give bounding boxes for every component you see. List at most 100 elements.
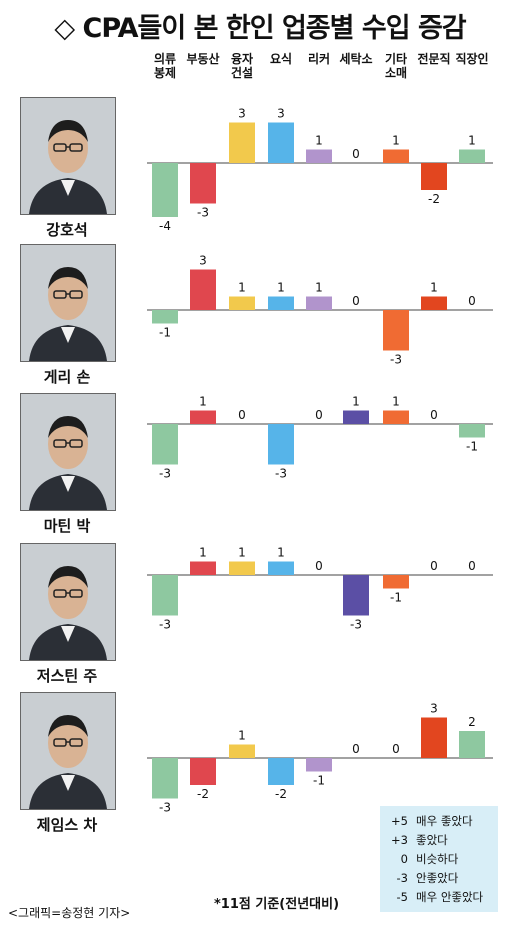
category-header-line: 소매 xyxy=(384,66,408,80)
data-label: 1 xyxy=(199,546,207,560)
legend-entry: -5 매우 안좋았다 xyxy=(386,888,492,907)
person-name: 게리 손 xyxy=(43,368,91,386)
bar xyxy=(190,410,216,424)
category-header-line: 부동산 xyxy=(186,52,220,66)
graphic-credit: <그래픽=송정현 기자> xyxy=(8,906,131,920)
data-label: 0 xyxy=(430,559,438,573)
bar xyxy=(268,424,294,465)
data-label: 0 xyxy=(352,147,360,161)
bar xyxy=(459,149,485,163)
category-header-line: 기타 xyxy=(384,52,408,66)
bar xyxy=(421,296,447,310)
bar xyxy=(190,269,216,310)
data-label: -3 xyxy=(275,467,287,481)
data-label: 1 xyxy=(468,134,476,148)
data-label: -2 xyxy=(197,787,209,801)
data-label: 1 xyxy=(277,546,285,560)
data-label: -4 xyxy=(159,219,171,233)
data-label: -3 xyxy=(159,618,171,632)
legend-entry: -3 안좋았다 xyxy=(386,869,492,888)
category-header: 기타 소매 xyxy=(374,52,418,80)
data-label: 0 xyxy=(238,408,246,422)
data-label: 3 xyxy=(199,254,207,268)
bar xyxy=(229,744,255,758)
bar xyxy=(421,717,447,758)
data-label: 1 xyxy=(315,281,323,295)
data-label: 0 xyxy=(352,742,360,756)
legend-text: 좋았다 xyxy=(416,833,448,847)
data-label: 3 xyxy=(277,107,285,121)
bar xyxy=(268,122,294,163)
legend-entry: +5 매우 좋았다 xyxy=(386,812,492,831)
bar xyxy=(343,410,369,424)
bar xyxy=(229,296,255,310)
data-label: -1 xyxy=(390,591,402,605)
category-header: 요식 xyxy=(259,52,303,66)
category-header-line: 요식 xyxy=(269,52,293,66)
data-label: 1 xyxy=(277,281,285,295)
category-header: 부동산 xyxy=(181,52,225,66)
legend-key: 0 xyxy=(400,852,408,866)
data-label: 0 xyxy=(315,559,323,573)
category-header-line: 건설 xyxy=(230,66,254,80)
data-label: -3 xyxy=(159,467,171,481)
data-label: 1 xyxy=(352,395,360,409)
bar xyxy=(306,296,332,310)
data-label: -3 xyxy=(197,206,209,220)
category-header-line: 전문직 xyxy=(417,52,451,66)
bar xyxy=(190,758,216,785)
person-name: 마틴 박 xyxy=(43,517,91,535)
bar xyxy=(152,310,178,324)
person-name: 강호석 xyxy=(46,221,88,239)
category-header: 의류 봉제 xyxy=(143,52,187,80)
legend-text: 매우 안좋았다 xyxy=(416,890,484,904)
category-header-line: 리커 xyxy=(307,52,331,66)
bar xyxy=(343,575,369,616)
person-photo xyxy=(20,244,116,362)
bar xyxy=(383,410,409,424)
legend-key: -3 xyxy=(396,871,408,885)
legend-key: +3 xyxy=(391,833,408,847)
data-label: 0 xyxy=(430,408,438,422)
legend-key: -5 xyxy=(396,890,408,904)
bar xyxy=(459,731,485,758)
data-label: -2 xyxy=(275,787,287,801)
data-label: 1 xyxy=(238,546,246,560)
data-label: 0 xyxy=(392,742,400,756)
legend-key: +5 xyxy=(391,814,408,828)
person-name: 제임스 차 xyxy=(36,816,98,834)
bar xyxy=(152,758,178,799)
data-label: 0 xyxy=(468,294,476,308)
data-label: -1 xyxy=(313,774,325,788)
data-label: 0 xyxy=(468,559,476,573)
data-label: 2 xyxy=(468,715,476,729)
chart-title: ◇ CPA들이 본 한인 업종별 수입 증감 xyxy=(54,13,466,44)
data-label: 1 xyxy=(238,729,246,743)
bar xyxy=(229,122,255,163)
category-header-line: 세탁소 xyxy=(339,52,373,66)
bar xyxy=(190,561,216,575)
data-label: 0 xyxy=(352,294,360,308)
category-header-line: 봉제 xyxy=(153,66,177,80)
legend-text: 비슷하다 xyxy=(416,852,459,866)
bar xyxy=(459,424,485,438)
data-label: -3 xyxy=(159,801,171,815)
bar xyxy=(268,561,294,575)
data-label: 1 xyxy=(199,395,207,409)
bar xyxy=(268,296,294,310)
category-header: 리커 xyxy=(297,52,341,66)
bar xyxy=(190,163,216,204)
bar xyxy=(152,575,178,616)
category-header: 전문직 xyxy=(412,52,456,66)
category-header-line: 의류 xyxy=(153,52,177,66)
bar xyxy=(268,758,294,785)
data-label: -1 xyxy=(466,440,478,454)
person-photo xyxy=(20,393,116,511)
bar xyxy=(383,575,409,589)
data-label: -3 xyxy=(390,353,402,367)
legend-text: 매우 좋았다 xyxy=(416,814,473,828)
footnote: *11점 기준(전년대비) xyxy=(214,897,340,912)
legend-entry: +3 좋았다 xyxy=(386,831,492,850)
bar xyxy=(152,163,178,217)
